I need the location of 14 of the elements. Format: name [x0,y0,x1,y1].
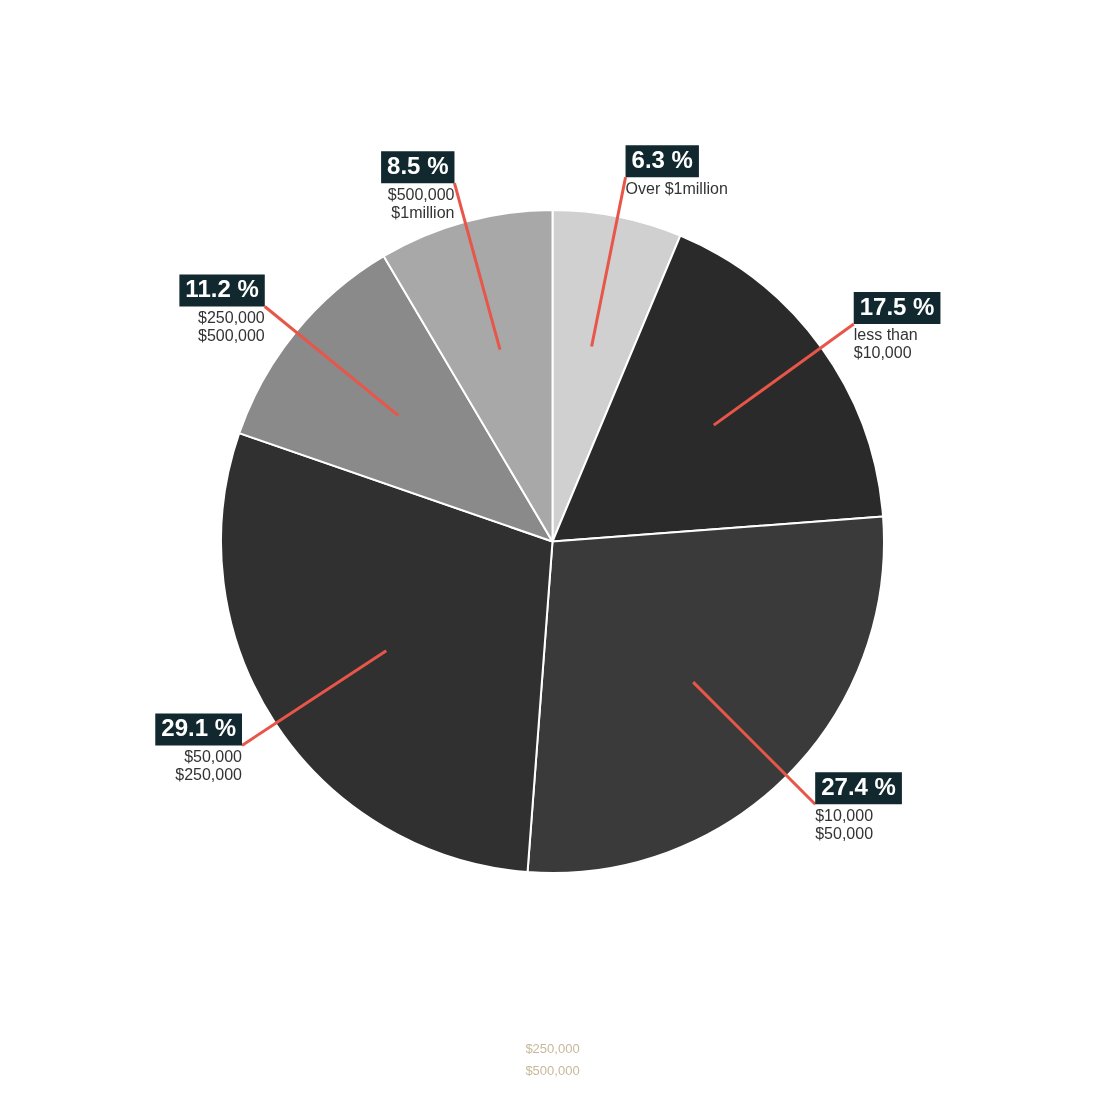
slice-label: $250,000 $500,000 [198,308,265,344]
slice-label: $500,000 $1million [387,185,455,221]
data-label: 27.4 % [821,772,896,800]
slice-label: Over $1million [625,179,728,197]
data-label: 11.2 % [185,275,259,303]
slice-label: $50,000 $250,000 [175,747,243,783]
text: $250,000 [525,1041,580,1056]
slice-label: $10,000 $50,000 [815,806,874,842]
slice-label: less than $10,000 [853,326,918,362]
text: $500,000 [525,1063,580,1078]
data-label: 8.5 % [387,151,449,179]
data-label: 29.1 % [161,714,236,742]
data-label: 6.3 % [631,145,693,173]
data-label: 17.5 % [859,292,935,320]
